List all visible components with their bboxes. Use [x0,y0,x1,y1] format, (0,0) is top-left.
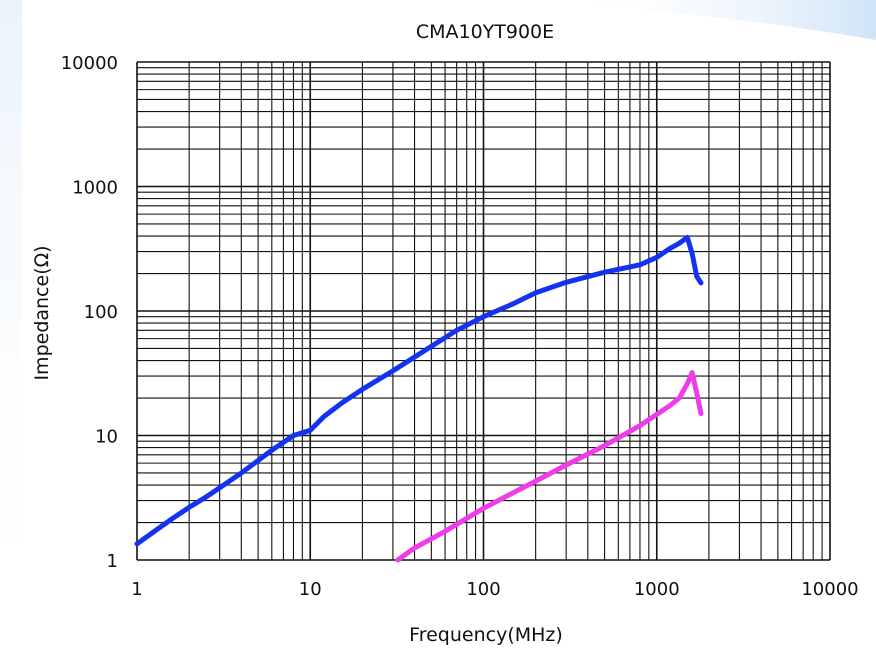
x-tick-label: 10000 [801,579,858,600]
y-tick-label: 1000 [72,178,118,199]
y-axis-title: Impedance(Ω) [31,245,53,380]
series-layer [134,234,704,563]
x-tick-label: 10 [299,579,322,600]
y-tick-label: 10 [95,427,118,448]
y-tick-labels: 1 10 100 1000 10000 [61,53,118,572]
x-tick-labels: 1 10 100 1000 10000 [131,579,858,600]
grid [136,61,831,561]
x-axis-title: Frequency(MHz) [409,624,563,646]
y-tick-label: 10000 [61,53,118,74]
x-tick-label: 100 [466,579,500,600]
x-tick-label: 1 [131,579,142,600]
chart-title: CMA10YT900E [416,21,554,43]
series-line-2 [395,370,704,563]
y-tick-label: 100 [84,302,118,323]
series-line-1 [134,234,704,547]
x-tick-label: 1000 [634,579,680,600]
y-tick-label: 1 [107,551,118,572]
